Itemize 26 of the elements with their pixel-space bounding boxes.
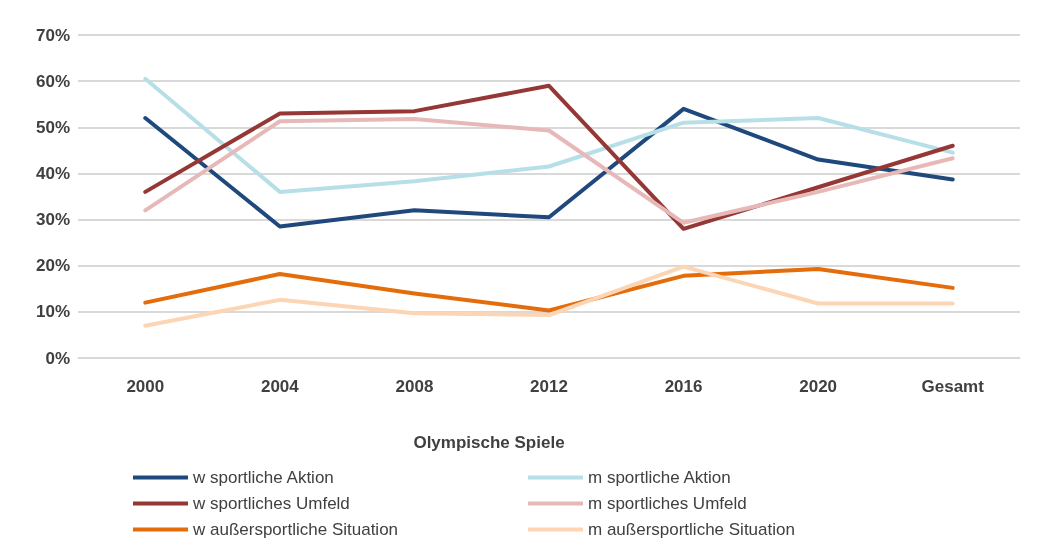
y-tick-label: 40% [35,163,70,183]
line-series [143,264,955,328]
legend-label: m sportliche Aktion [588,468,731,487]
legend-label: m außersportliche Situation [588,520,795,539]
legend-label: w außersportliche Situation [192,520,399,539]
y-tick-label: 10% [35,302,70,322]
y-tick-label: 50% [35,117,70,137]
line-series [143,76,955,194]
line-series [143,266,955,313]
y-tick-label: 60% [35,71,70,91]
y-tick-label: 0% [45,348,70,368]
x-tick-label: 2000 [126,377,165,396]
x-tick-label: 2012 [530,377,568,396]
line-series [143,83,955,231]
legend-label: m sportliches Umfeld [588,494,747,513]
x-tick-label: 2016 [664,377,703,396]
x-tick-label: Gesamt [921,377,985,396]
y-tick-label: 20% [35,256,70,276]
y-tick-label: 70% [35,25,70,45]
legend-label: w sportliches Umfeld [192,494,350,513]
x-tick-label: 2004 [260,377,300,396]
x-tick-label: 2008 [395,377,434,396]
x-axis-title: Olympische Spiele [413,433,565,452]
legend-label: w sportliche Aktion [192,468,334,487]
x-tick-label: 2020 [799,377,838,396]
y-tick-label: 30% [35,210,70,230]
